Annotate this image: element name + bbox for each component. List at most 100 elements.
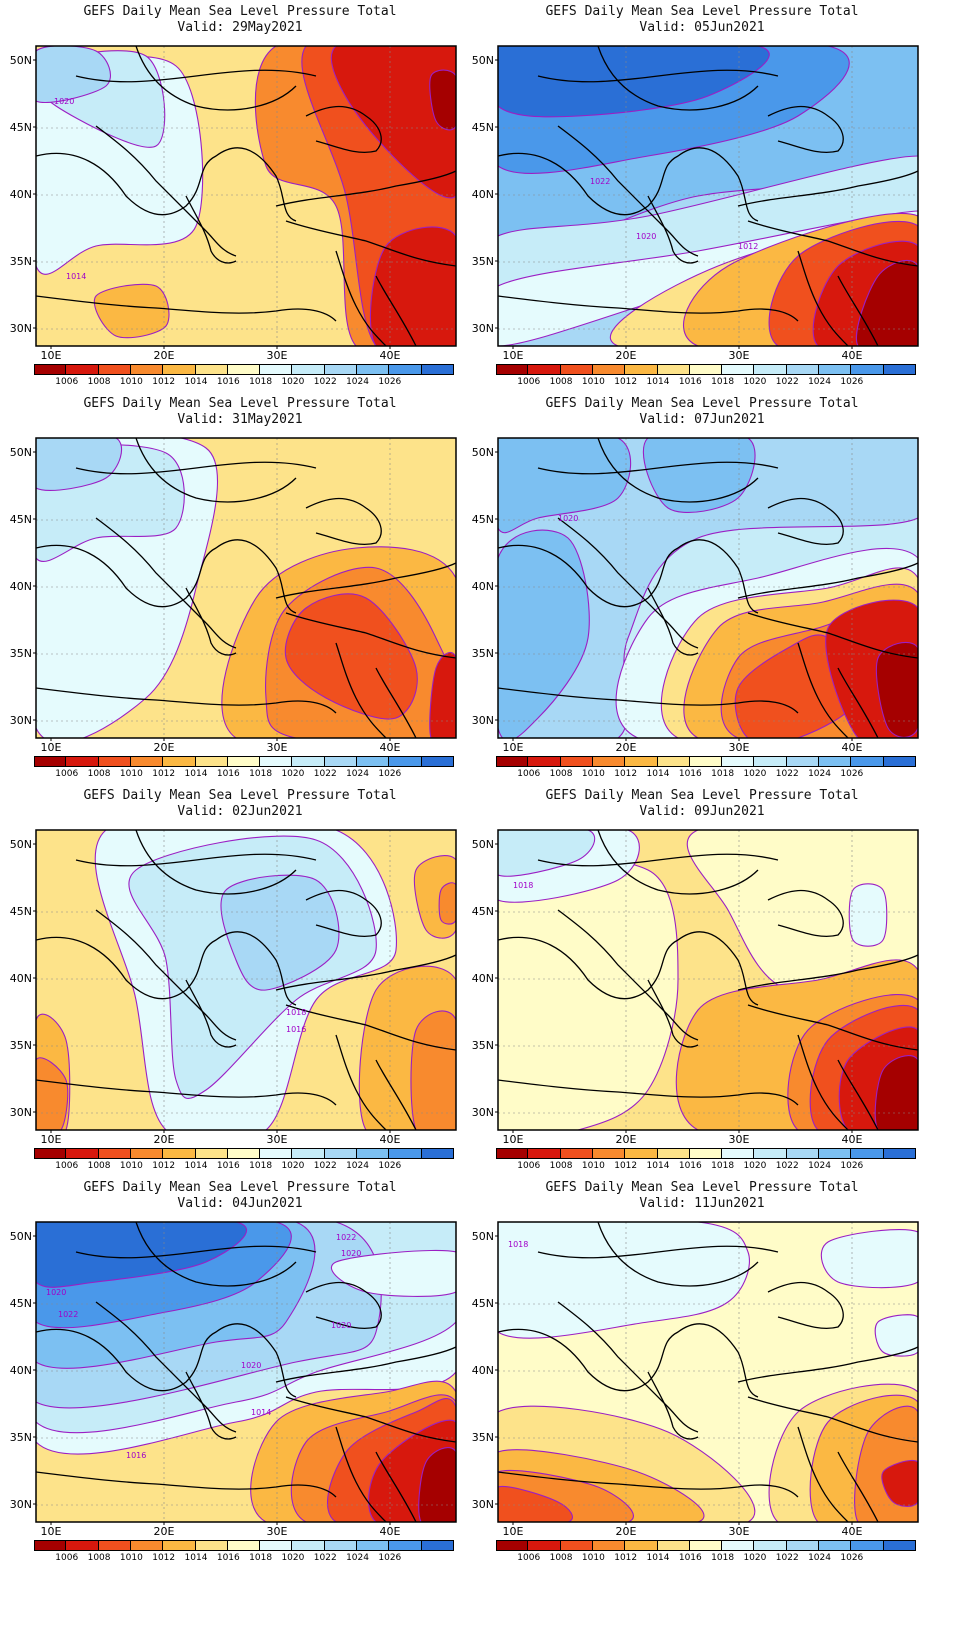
colorbar-swatch: [389, 756, 422, 767]
colorbar-swatch: [819, 364, 852, 375]
colorbar-swatch: [560, 1148, 593, 1159]
colorbar-swatch: [722, 756, 755, 767]
colorbar-swatch: [819, 1540, 852, 1551]
map-panel: GEFS Daily Mean Sea Level Pressure Total…: [462, 0, 932, 408]
colorbar-label: 1016: [216, 377, 240, 387]
latitude-label: 30N: [472, 322, 494, 335]
colorbar-label: 1024: [346, 769, 369, 779]
latitude-label: 50N: [472, 1230, 494, 1243]
longitude-label: 10E: [41, 1525, 62, 1538]
colorbar-swatch: [754, 1148, 787, 1159]
longitude-label: 20E: [616, 1133, 637, 1146]
colorbar-label: 1018: [249, 1161, 273, 1171]
colorbar-swatch: [324, 1148, 358, 1159]
colorbar-swatch: [528, 1540, 561, 1551]
latitude-label: 40N: [10, 188, 32, 201]
colorbar-swatch: [625, 1540, 658, 1551]
contour-label: 1016: [286, 1025, 306, 1034]
colorbar-label: 1008: [549, 377, 573, 387]
contour-label: 1016: [126, 1451, 146, 1460]
colorbar-swatch: [883, 1148, 916, 1159]
map-panel: GEFS Daily Mean Sea Level Pressure Total…: [462, 1176, 932, 1584]
longitude-label: 40E: [842, 349, 863, 362]
panel-title: GEFS Daily Mean Sea Level Pressure Total: [545, 1180, 859, 1195]
contour-label: 1014: [251, 1408, 271, 1417]
colorbar-label: 1010: [581, 1553, 605, 1563]
map-panel: GEFS Daily Mean Sea Level Pressure Total…: [0, 392, 470, 800]
coastline-border: [185, 587, 237, 656]
coastline-border: [36, 1471, 337, 1498]
colorbar-swatch: [34, 1148, 67, 1159]
contour-label: 1014: [66, 272, 86, 281]
coastline-border: [747, 220, 918, 267]
colorbar-swatch: [130, 756, 164, 767]
coastline-border: [305, 497, 382, 545]
contour-label: 1020: [636, 232, 656, 241]
colorbar-swatch: [657, 364, 690, 375]
pressure-contour-region: [820, 1229, 918, 1289]
colorbar-label: 1006: [517, 377, 541, 387]
coastline-border: [135, 1222, 297, 1287]
contour-label: 1018: [513, 881, 533, 890]
colorbar-label: 1014: [184, 377, 208, 387]
colorbar-swatch: [883, 364, 916, 375]
map-frame: [35, 437, 457, 739]
colorbar-swatch: [625, 364, 658, 375]
coastline-border: [95, 125, 237, 257]
colorbar-label: 1006: [517, 1553, 541, 1563]
colorbar-label: 1014: [646, 1161, 670, 1171]
colorbar-swatch: [819, 1148, 852, 1159]
pressure-contour-region: [874, 1055, 918, 1130]
colorbar-label: 1026: [840, 377, 864, 387]
coastline-border: [75, 853, 317, 867]
longitude-label: 20E: [616, 349, 637, 362]
colorbar-label: 1020: [743, 769, 767, 779]
coastline-border: [837, 1059, 879, 1130]
colorbar-swatch: [689, 364, 723, 375]
latitude-label: 40N: [10, 1364, 32, 1377]
colorbar-label: 1022: [775, 377, 799, 387]
latitude-label: 35N: [472, 647, 494, 660]
coastline-border: [285, 220, 456, 267]
pressure-colorbar: 1006 1008 1010 1012 1014 1016 1018 1020 1022 1024…: [34, 1540, 454, 1566]
colorbar-swatch: [851, 1540, 884, 1551]
coastline-border: [36, 295, 337, 322]
pressure-contour-region: [498, 1222, 750, 1339]
colorbar-swatch: [34, 364, 67, 375]
pressure-contour-region: [874, 1314, 918, 1357]
coastline-border: [557, 517, 699, 649]
contour-label: 1022: [336, 1233, 356, 1242]
colorbar-label: 1024: [346, 1161, 369, 1171]
longitude-label: 40E: [842, 741, 863, 754]
colorbar-label: 1024: [808, 1553, 831, 1563]
colorbar-label: 1012: [152, 769, 176, 779]
colorbar-swatch: [754, 364, 787, 375]
longitude-label: 20E: [154, 1133, 175, 1146]
coastline-border: [737, 170, 918, 207]
colorbar-swatch: [66, 1540, 99, 1551]
colorbar-swatch: [421, 364, 454, 375]
colorbar-swatch: [496, 1540, 529, 1551]
coastline-border: [498, 687, 799, 714]
pressure-colorbar: 1006 1008 1010 1012 1014 1016 1018 1020 1022 1024…: [496, 1148, 916, 1174]
colorbar-swatch: [592, 756, 626, 767]
panel-valid-date: Valid: 29May2021: [177, 20, 303, 35]
colorbar-swatch: [260, 1148, 293, 1159]
colorbar-swatch: [689, 756, 723, 767]
colorbar-swatch: [722, 1540, 755, 1551]
colorbar-swatch: [592, 364, 626, 375]
pressure-contour-region: [881, 1459, 918, 1507]
panel-title: GEFS Daily Mean Sea Level Pressure Total: [83, 4, 397, 19]
colorbar-swatch: [98, 1540, 131, 1551]
colorbar-label: 1014: [184, 1553, 208, 1563]
contour-label: 1022: [58, 1310, 78, 1319]
colorbar-label: 1006: [55, 1161, 79, 1171]
longitude-label: 40E: [380, 1133, 401, 1146]
colorbar-swatch: [389, 1148, 422, 1159]
colorbar-swatch: [130, 364, 164, 375]
latitude-label: 35N: [472, 1039, 494, 1052]
colorbar-label: 1008: [549, 1161, 573, 1171]
colorbar-swatch: [851, 364, 884, 375]
latitude-label: 30N: [472, 1106, 494, 1119]
coastline-border: [767, 497, 844, 545]
